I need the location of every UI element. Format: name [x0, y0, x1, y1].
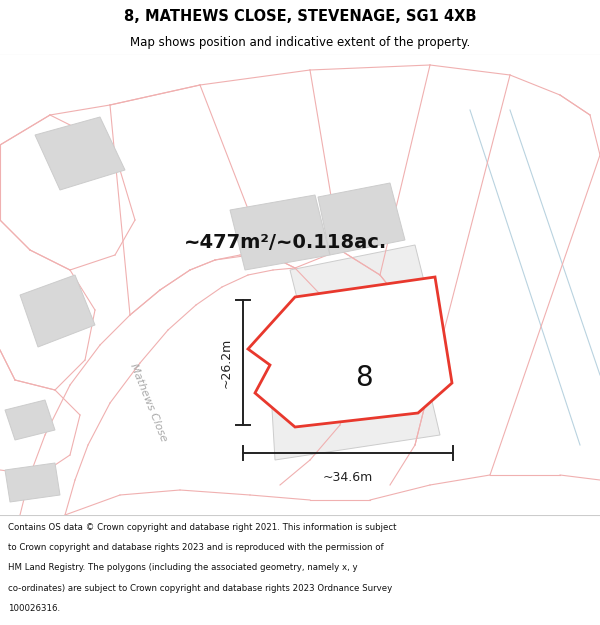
- Text: Contains OS data © Crown copyright and database right 2021. This information is : Contains OS data © Crown copyright and d…: [8, 522, 397, 532]
- Polygon shape: [35, 117, 125, 190]
- Text: 100026316.: 100026316.: [8, 604, 60, 613]
- Text: Map shows position and indicative extent of the property.: Map shows position and indicative extent…: [130, 36, 470, 49]
- Text: 8, MATHEWS CLOSE, STEVENAGE, SG1 4XB: 8, MATHEWS CLOSE, STEVENAGE, SG1 4XB: [124, 9, 476, 24]
- Text: to Crown copyright and database rights 2023 and is reproduced with the permissio: to Crown copyright and database rights 2…: [8, 543, 383, 552]
- Text: HM Land Registry. The polygons (including the associated geometry, namely x, y: HM Land Registry. The polygons (includin…: [8, 563, 358, 572]
- Polygon shape: [318, 183, 405, 255]
- Polygon shape: [20, 275, 95, 347]
- Text: co-ordinates) are subject to Crown copyright and database rights 2023 Ordnance S: co-ordinates) are subject to Crown copyr…: [8, 584, 392, 592]
- Text: Mathews Close: Mathews Close: [128, 362, 168, 444]
- Polygon shape: [5, 400, 55, 440]
- Polygon shape: [248, 277, 452, 427]
- Polygon shape: [230, 195, 330, 270]
- Polygon shape: [270, 350, 440, 460]
- Polygon shape: [290, 245, 440, 370]
- Text: ~26.2m: ~26.2m: [220, 338, 233, 388]
- Polygon shape: [5, 463, 60, 502]
- Text: ~34.6m: ~34.6m: [323, 471, 373, 484]
- Text: ~477m²/~0.118ac.: ~477m²/~0.118ac.: [184, 234, 386, 253]
- Text: 8: 8: [355, 364, 373, 392]
